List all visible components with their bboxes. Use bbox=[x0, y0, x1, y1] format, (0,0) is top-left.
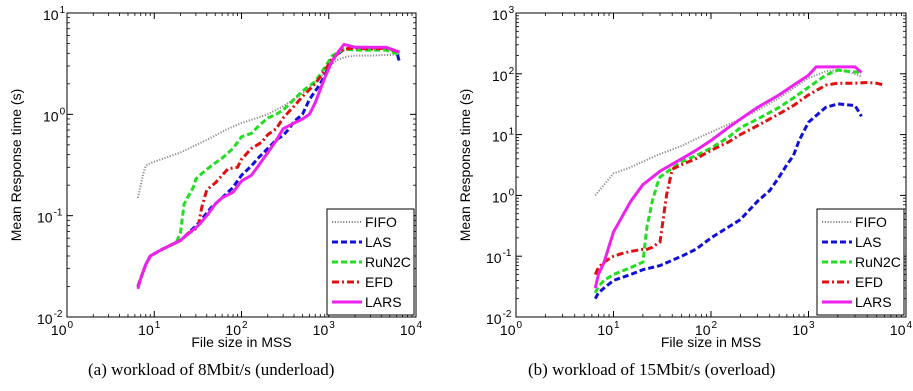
series-line-fifo bbox=[136, 53, 400, 199]
x-tick-label: 101 bbox=[597, 320, 620, 338]
legend-label-run2c: RuN2C bbox=[365, 254, 411, 270]
series-line-lars bbox=[136, 42, 401, 290]
y-tick-label: 100 bbox=[492, 187, 515, 205]
series-line-fifo bbox=[594, 69, 862, 197]
legend-label-lars: LARS bbox=[365, 294, 402, 310]
x-tick-label: 103 bbox=[313, 320, 336, 338]
caption-a: (a) workload of 8Mbit/s (underload) bbox=[88, 360, 335, 379]
caption-b: (b) workload of 15Mbit/s (overload) bbox=[528, 360, 776, 379]
series-line-las bbox=[593, 102, 863, 300]
legend-label-efd: EFD bbox=[365, 274, 393, 290]
series-line-run2c bbox=[593, 68, 862, 294]
legend-label-efd: EFD bbox=[855, 274, 883, 290]
y-tick-label: 102 bbox=[492, 66, 515, 84]
series-line-lars bbox=[593, 65, 863, 289]
series-line-run2c bbox=[136, 47, 401, 287]
legend-label-las: LAS bbox=[365, 234, 391, 250]
legend-label-lars: LARS bbox=[855, 294, 892, 310]
x-tick-label: 100 bbox=[51, 320, 74, 338]
x-tick-label: 103 bbox=[792, 320, 815, 338]
series-line-efd bbox=[136, 46, 401, 287]
y-tick-label: 103 bbox=[492, 5, 515, 23]
legend-label-fifo: FIFO bbox=[365, 214, 397, 230]
legend: FIFO LAS RuN2C EFD LARS bbox=[326, 208, 415, 316]
chart-b: 100 101 102 103 10410-210-1100101102103File … bbox=[457, 5, 913, 350]
series-line-efd bbox=[593, 81, 885, 276]
legend-label-fifo: FIFO bbox=[855, 214, 887, 230]
y-axis-label: Mean Response time (s) bbox=[8, 89, 24, 242]
y-axis-label: Mean Response time (s) bbox=[457, 89, 473, 242]
x-tick-label: 104 bbox=[890, 320, 913, 338]
x-tick-label: 101 bbox=[138, 320, 161, 338]
x-axis-label: File size in MSS bbox=[191, 334, 291, 350]
legend: FIFO LAS RuN2C EFD LARS bbox=[816, 208, 905, 316]
legend-label-las: LAS bbox=[855, 234, 881, 250]
x-axis-label: File size in MSS bbox=[661, 334, 761, 350]
y-tick-label: 10-1 bbox=[486, 248, 512, 266]
x-tick-label: 104 bbox=[400, 320, 423, 338]
x-tick-label: 100 bbox=[500, 320, 523, 338]
legend-label-run2c: RuN2C bbox=[855, 254, 901, 270]
y-tick-label: 100 bbox=[43, 106, 66, 124]
y-tick-label: 101 bbox=[43, 5, 66, 23]
y-tick-label: 101 bbox=[492, 127, 515, 145]
y-tick-label: 10-1 bbox=[37, 208, 63, 226]
